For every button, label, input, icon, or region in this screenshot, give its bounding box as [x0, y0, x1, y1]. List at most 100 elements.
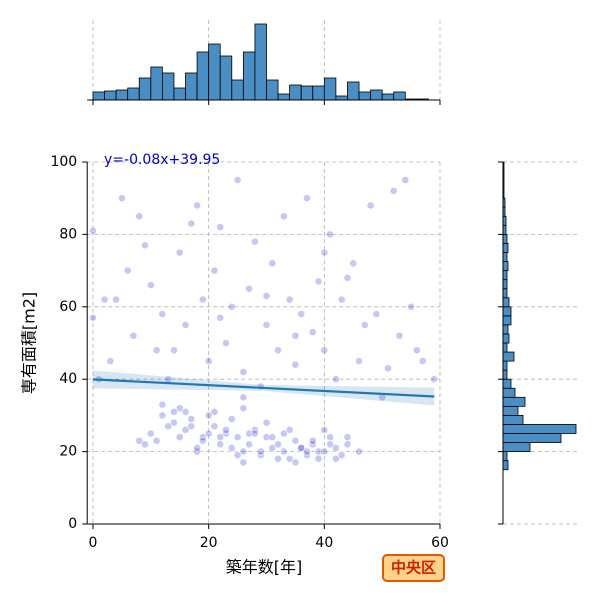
- scatter-point: [158, 411, 167, 420]
- scatter-point: [216, 313, 225, 322]
- scatter-point: [89, 226, 97, 235]
- scatter-point: [135, 436, 144, 445]
- scatter-point: [331, 375, 340, 384]
- histogram-bar: [323, 77, 337, 101]
- histogram-bar: [502, 333, 510, 344]
- histogram-bar: [502, 405, 519, 416]
- histogram-bar: [502, 279, 508, 290]
- x-tick-label: 20: [200, 535, 218, 551]
- scatter-point: [326, 433, 335, 442]
- scatter-point: [343, 433, 352, 442]
- histogram-bar: [502, 414, 524, 425]
- histogram-bar: [502, 351, 515, 362]
- scatter-point: [170, 346, 178, 355]
- scatter-point: [118, 194, 126, 203]
- scatter-point: [227, 302, 236, 311]
- histogram-bar: [277, 93, 291, 101]
- scatter-point: [170, 407, 178, 416]
- x-tick-label: 0: [89, 535, 98, 551]
- scatter-point: [401, 176, 410, 184]
- y-tick-label: 20: [59, 444, 77, 460]
- scatter-point: [274, 454, 282, 463]
- histogram-bar: [185, 72, 198, 101]
- badge-text: 中央区: [391, 559, 436, 577]
- histogram-bar: [347, 81, 360, 101]
- histogram-bar: [502, 261, 509, 271]
- scatter-point: [320, 346, 329, 355]
- histogram-bar: [502, 243, 509, 253]
- scatter-point: [222, 425, 230, 434]
- scatter-point: [239, 447, 248, 456]
- scatter-point: [251, 429, 259, 438]
- scatter-point: [291, 331, 300, 340]
- histogram-bar: [502, 378, 512, 389]
- scatter-point: [268, 433, 277, 442]
- scatter-point: [239, 368, 248, 376]
- histogram-bar: [502, 324, 509, 335]
- scatter-point: [141, 440, 149, 449]
- scatter-point: [170, 418, 178, 427]
- scatter-point: [158, 310, 167, 318]
- scatter-point: [89, 313, 97, 322]
- histogram-bar: [104, 90, 117, 101]
- scatter-point: [210, 407, 219, 416]
- histogram-bar: [502, 288, 508, 299]
- histogram-bar: [502, 252, 508, 262]
- scatter-point: [239, 393, 248, 402]
- scatter-point: [337, 295, 346, 304]
- scatter-point: [314, 454, 323, 463]
- histogram-bar: [208, 43, 221, 101]
- scatter-point: [320, 425, 329, 434]
- scatter-point: [135, 212, 144, 221]
- histogram-bar: [312, 85, 325, 101]
- scatter-point: [314, 277, 323, 286]
- scatter-point: [331, 454, 340, 463]
- scatter-point: [262, 433, 271, 442]
- histogram-bar: [115, 89, 129, 101]
- scatter-point: [216, 223, 225, 232]
- scatter-point: [360, 320, 369, 329]
- scatter-point: [395, 331, 404, 340]
- scatter-point: [175, 433, 184, 442]
- histogram-bar: [502, 396, 526, 407]
- scatter-point: [331, 444, 340, 452]
- histogram-bar: [502, 433, 562, 443]
- y-tick-label: 40: [59, 371, 77, 387]
- scatter-point: [129, 331, 138, 340]
- scatter-point: [418, 357, 427, 365]
- x-tick-label: 40: [315, 535, 333, 551]
- histogram-bar: [502, 342, 508, 353]
- histogram-bar: [300, 85, 314, 101]
- scatter-point: [412, 346, 421, 355]
- scatter-point: [112, 295, 121, 304]
- histogram-bar: [502, 442, 531, 452]
- histogram-bar: [381, 93, 395, 101]
- histogram-bar: [266, 79, 279, 101]
- scatter-point: [430, 375, 439, 384]
- scatter-point: [193, 444, 201, 452]
- histogram-bar: [92, 91, 105, 101]
- scatter-point: [106, 357, 115, 365]
- scatter-point: [297, 444, 306, 452]
- scatter-point: [198, 436, 207, 445]
- scatter-point: [210, 422, 219, 431]
- histogram-bar: [231, 79, 244, 101]
- histogram-bar: [196, 51, 210, 101]
- histogram-bar: [502, 360, 508, 371]
- scatter-point: [100, 295, 109, 304]
- scatter-point: [274, 346, 282, 355]
- scatter-point: [245, 429, 254, 438]
- histogram-bar: [242, 51, 256, 101]
- scatter-point: [355, 357, 363, 365]
- histogram-bar: [502, 315, 512, 326]
- scatter-point: [372, 310, 381, 318]
- x-tick-label: 60: [431, 535, 449, 551]
- badge-box: [382, 554, 445, 582]
- scatter-point: [268, 444, 277, 452]
- scatter-point: [193, 201, 201, 210]
- y-tick-label: 60: [59, 299, 77, 315]
- y-tick-label: 80: [59, 226, 77, 242]
- scatter-point: [291, 360, 300, 369]
- scatter-point: [279, 429, 288, 438]
- scatter-point: [198, 295, 207, 304]
